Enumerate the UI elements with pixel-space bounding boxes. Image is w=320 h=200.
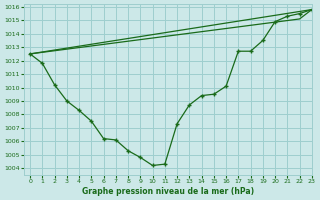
X-axis label: Graphe pression niveau de la mer (hPa): Graphe pression niveau de la mer (hPa) [82, 187, 254, 196]
